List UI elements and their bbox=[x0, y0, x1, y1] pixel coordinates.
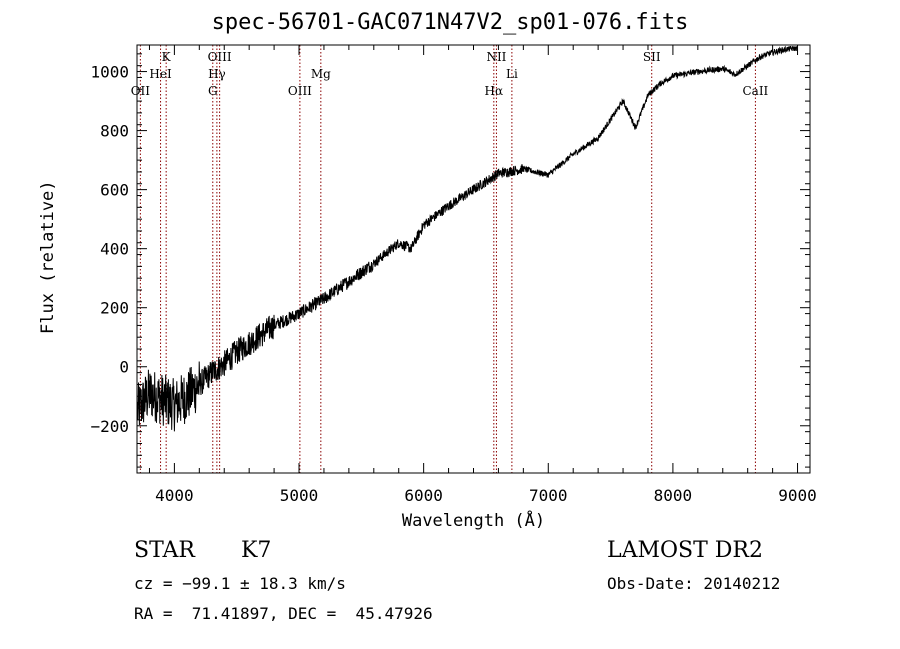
observation-date: Obs-Date: 20140212 bbox=[607, 574, 781, 593]
y-axis-label: Flux (relative) bbox=[38, 180, 58, 334]
marker-label-1: K bbox=[162, 50, 172, 64]
marker-label-5: OIII bbox=[208, 50, 232, 64]
line-markers bbox=[139, 45, 756, 473]
marker-label-10: Li bbox=[506, 67, 518, 81]
redshift-velocity: cz = −99.1 ± 18.3 km/s bbox=[134, 574, 346, 593]
x-axis-label: Wavelength (Å) bbox=[401, 511, 546, 531]
y-tick-label-1000: 1000 bbox=[90, 63, 129, 82]
chart-title: spec-56701-GAC071N47V2_sp01-076.fits bbox=[211, 10, 689, 35]
x-tick-label-9000: 9000 bbox=[778, 486, 817, 505]
spectrum-line bbox=[137, 45, 798, 432]
marker-label-9: NII bbox=[486, 50, 506, 64]
marker-label-2: HeI bbox=[149, 67, 172, 81]
marker-label-6: OIII bbox=[288, 84, 312, 98]
marker-label-3: G bbox=[208, 84, 218, 98]
x-tick-label-8000: 8000 bbox=[654, 486, 693, 505]
x-tick-label-5000: 5000 bbox=[280, 486, 319, 505]
x-tick-label-6000: 6000 bbox=[404, 486, 443, 505]
y-axis-ticks: −200 0 200 400 600 800 1000 bbox=[90, 53, 810, 468]
marker-label-4: Hγ bbox=[208, 67, 226, 81]
y-tick-label-600: 600 bbox=[100, 181, 129, 200]
spectrum-series bbox=[137, 45, 798, 432]
y-tick-label-800: 800 bbox=[100, 122, 129, 141]
coordinates: RA = 71.41897, DEC = 45.47926 bbox=[134, 604, 433, 623]
object-class: STAR bbox=[134, 538, 195, 563]
y-tick-label-400: 400 bbox=[100, 240, 129, 259]
object-subclass: K7 bbox=[241, 538, 272, 563]
marker-label-7: Mg bbox=[311, 67, 331, 81]
y-tick-label--200: −200 bbox=[90, 417, 129, 436]
x-tick-label-7000: 7000 bbox=[529, 486, 568, 505]
x-tick-label-4000: 4000 bbox=[155, 486, 194, 505]
marker-label-12: CaII bbox=[742, 84, 768, 98]
survey-name: LAMOST DR2 bbox=[607, 538, 763, 563]
plot-frame bbox=[136, 44, 811, 474]
y-tick-label-200: 200 bbox=[100, 299, 129, 318]
marker-label-0: OII bbox=[131, 84, 151, 98]
marker-label-8: Hα bbox=[485, 84, 504, 98]
marker-label-11: SII bbox=[643, 50, 661, 64]
x-axis-ticks: 4000 5000 6000 7000 8000 9000 bbox=[148, 45, 817, 505]
y-tick-label-0: 0 bbox=[119, 358, 129, 377]
